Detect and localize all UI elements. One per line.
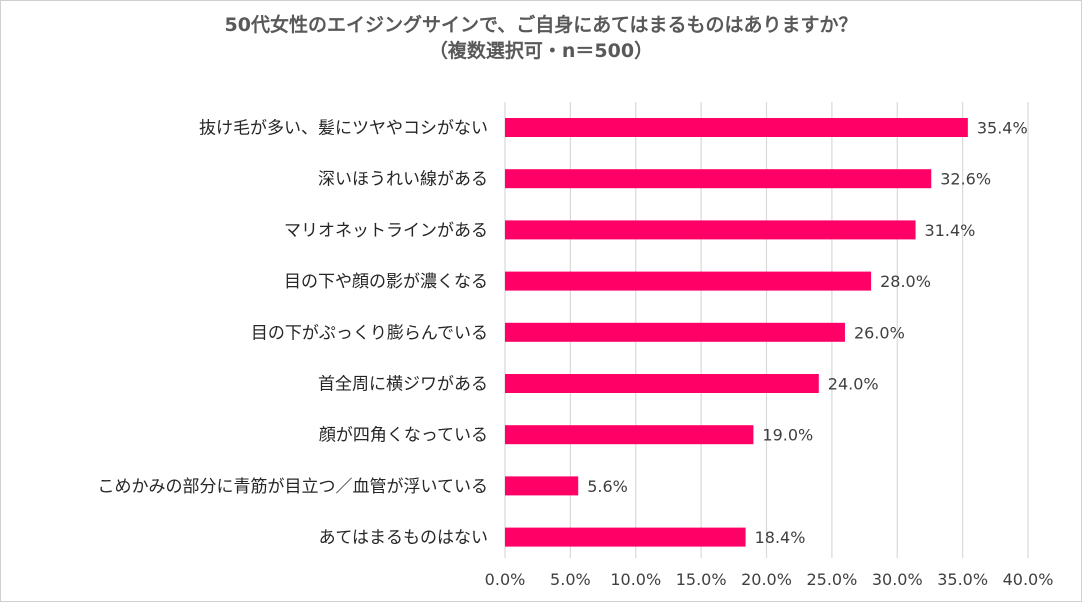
bar [505,220,916,240]
category-label: 首全周に横ジワがある [318,375,488,395]
data-label: 18.4% [755,528,806,547]
data-label: 19.0% [762,426,813,445]
category-label: 目の下がぷっくり膨らんでいる [251,323,488,343]
bar [505,527,746,547]
bar [505,322,845,342]
data-label: 24.0% [828,375,879,394]
x-tick-label: 40.0% [1003,570,1054,589]
bar [505,118,968,137]
category-label: 顔が四角くなっている [319,426,488,446]
category-label: こめかみの部分に青筋が目立つ／血管が浮いている [98,477,489,497]
category-label: 深いほうれい線がある [318,170,488,190]
data-label: 26.0% [854,323,905,342]
category-label: マリオネットラインがある [284,221,488,241]
x-tick-label: 5.0% [550,570,591,589]
category-labels: 抜け毛が多い、髪にツヤやコシがない深いほうれい線があるマリオネットラインがある目… [98,119,489,549]
x-axis-tick-labels: 0.0% 5.0% 10.0% 15.0% 20.0% 25.0% 30.0% 35.0% 40… [485,570,1054,589]
data-label: 31.4% [925,221,976,240]
data-label: 5.6% [587,477,628,496]
x-tick-label: 15.0% [676,570,727,589]
bars [505,118,968,547]
bar [505,169,932,189]
x-tick-label: 20.0% [741,570,792,589]
data-label: 32.6% [940,170,991,189]
bar [505,476,579,496]
x-tick-label: 0.0% [485,570,526,589]
category-label: あてはまるものはない [319,528,488,548]
category-label: 目の下や顔の影が濃くなる [284,272,488,292]
bar [505,425,754,445]
x-tick-label: 30.0% [872,570,923,589]
chart-title: 50代女性のエイジングサインで、ご自身にあてはまるものはありますか？ [224,14,858,36]
x-tick-label: 25.0% [806,570,857,589]
data-label: 28.0% [880,272,931,291]
bar [505,271,872,291]
category-label: 抜け毛が多い、髪にツヤやコシがない [199,119,488,139]
chart-subtitle: （複数選択可・n＝500） [428,40,654,62]
data-label: 35.4% [977,119,1028,138]
value-labels: 35.4% 32.6% 31.4% 28.0% 26.0% 24.0% 19.0% 5.6% 1… [587,119,1027,548]
x-tick-label: 10.0% [610,570,661,589]
chart-title-block: 50代女性のエイジングサインで、ご自身にあてはまるものはありますか？ （複数選択… [0,12,1082,64]
x-tick-label: 35.0% [937,570,988,589]
bar [505,374,819,393]
